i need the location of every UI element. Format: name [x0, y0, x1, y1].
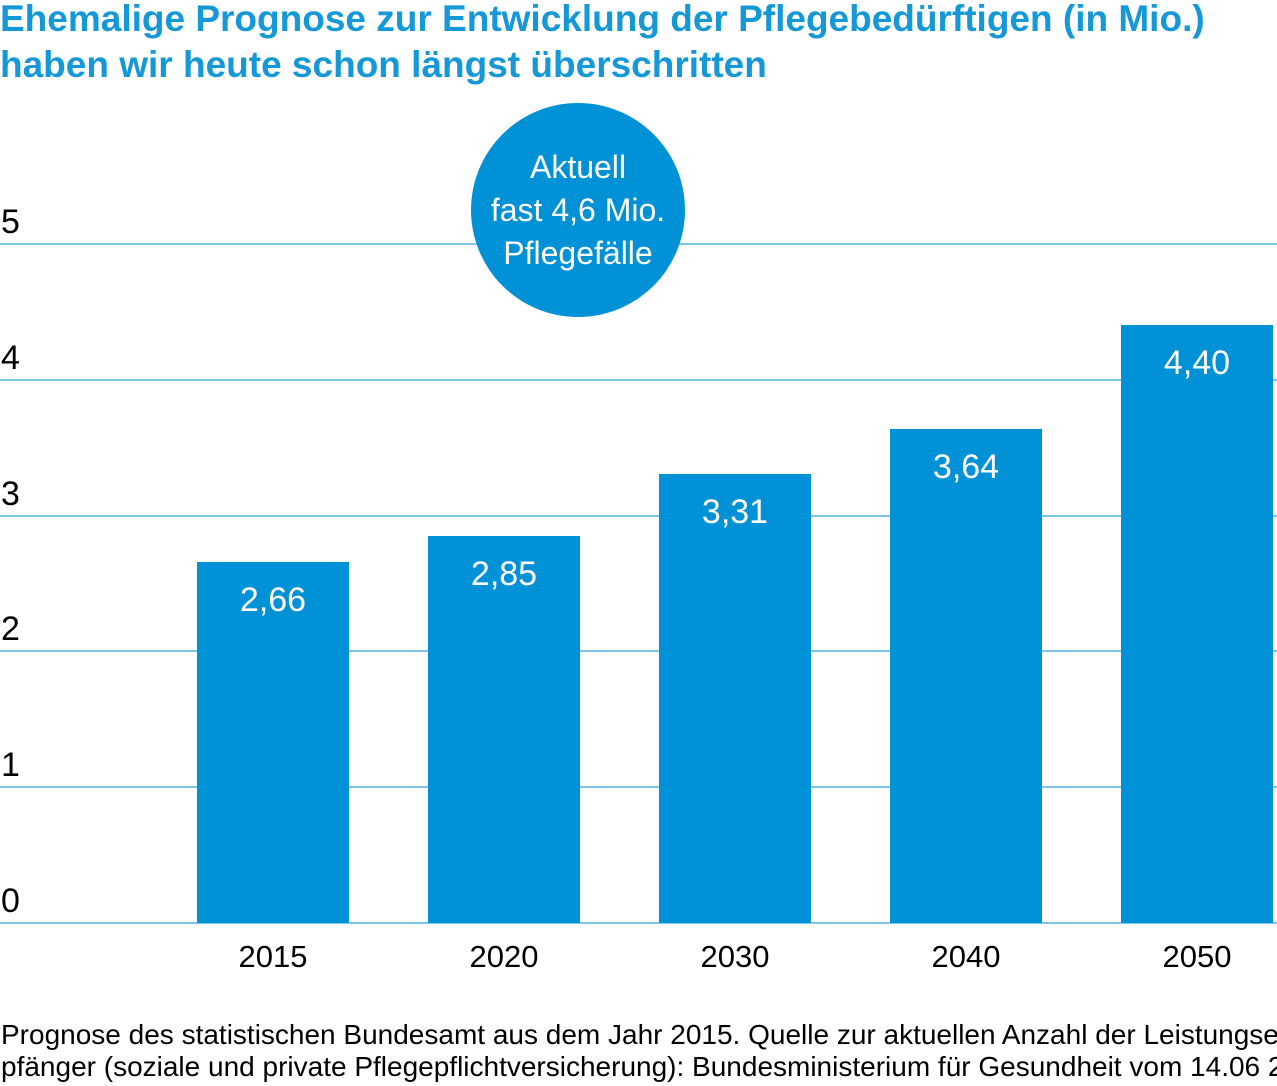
source-note-line2: pfänger (soziale und private Pflegepflic…: [1, 1051, 1277, 1082]
x-axis-category-label: 2015: [238, 939, 308, 974]
bar-value-label: 2,66: [239, 580, 307, 619]
page-title-line2: haben wir heute schon längst überschritt…: [0, 44, 767, 85]
bar-value-label: 4,40: [1163, 344, 1231, 383]
bar-value-label: 2,85: [470, 554, 538, 593]
source-note-line1: Prognose des statistischen Bundesamt aus…: [1, 1019, 1277, 1050]
bar: 4,40: [1121, 325, 1273, 923]
bar-value-label: 3,31: [701, 492, 769, 531]
annotation-badge-text: Aktuell fast 4,6 Mio. Pflegefälle: [490, 148, 666, 271]
annotation-badge: Aktuell fast 4,6 Mio. Pflegefälle: [471, 103, 685, 317]
bar: 2,66: [197, 561, 349, 923]
y-axis-tick-label: 1: [1, 746, 20, 785]
bar-value-label: 3,64: [932, 447, 1000, 486]
gridline: [0, 378, 1277, 381]
x-axis-category-label: 2030: [700, 939, 770, 974]
y-axis-tick-label: 3: [1, 474, 20, 513]
bar: 3,64: [890, 428, 1042, 923]
gridline: [0, 786, 1277, 789]
gridline: [0, 922, 1277, 924]
gridline: [0, 650, 1277, 653]
y-axis-tick-label: 0: [1, 882, 20, 920]
page-title: Ehemalige Prognose zur Entwicklung der P…: [0, 0, 1205, 88]
page-title-line1: Ehemalige Prognose zur Entwicklung der P…: [0, 0, 1205, 39]
y-axis-tick-label: 5: [1, 203, 20, 241]
x-axis-category-label: 2020: [469, 939, 539, 974]
gridline: [0, 514, 1277, 517]
x-axis-category-label: 2040: [931, 939, 1001, 974]
source-note: Prognose des statistischen Bundesamt aus…: [1, 1019, 1277, 1083]
y-axis-tick-label: 2: [1, 610, 20, 649]
y-axis-tick-label: 4: [1, 338, 20, 377]
x-axis-category-label: 2050: [1162, 939, 1232, 974]
bar: 3,31: [659, 473, 811, 923]
bar: 2,85: [428, 535, 580, 923]
